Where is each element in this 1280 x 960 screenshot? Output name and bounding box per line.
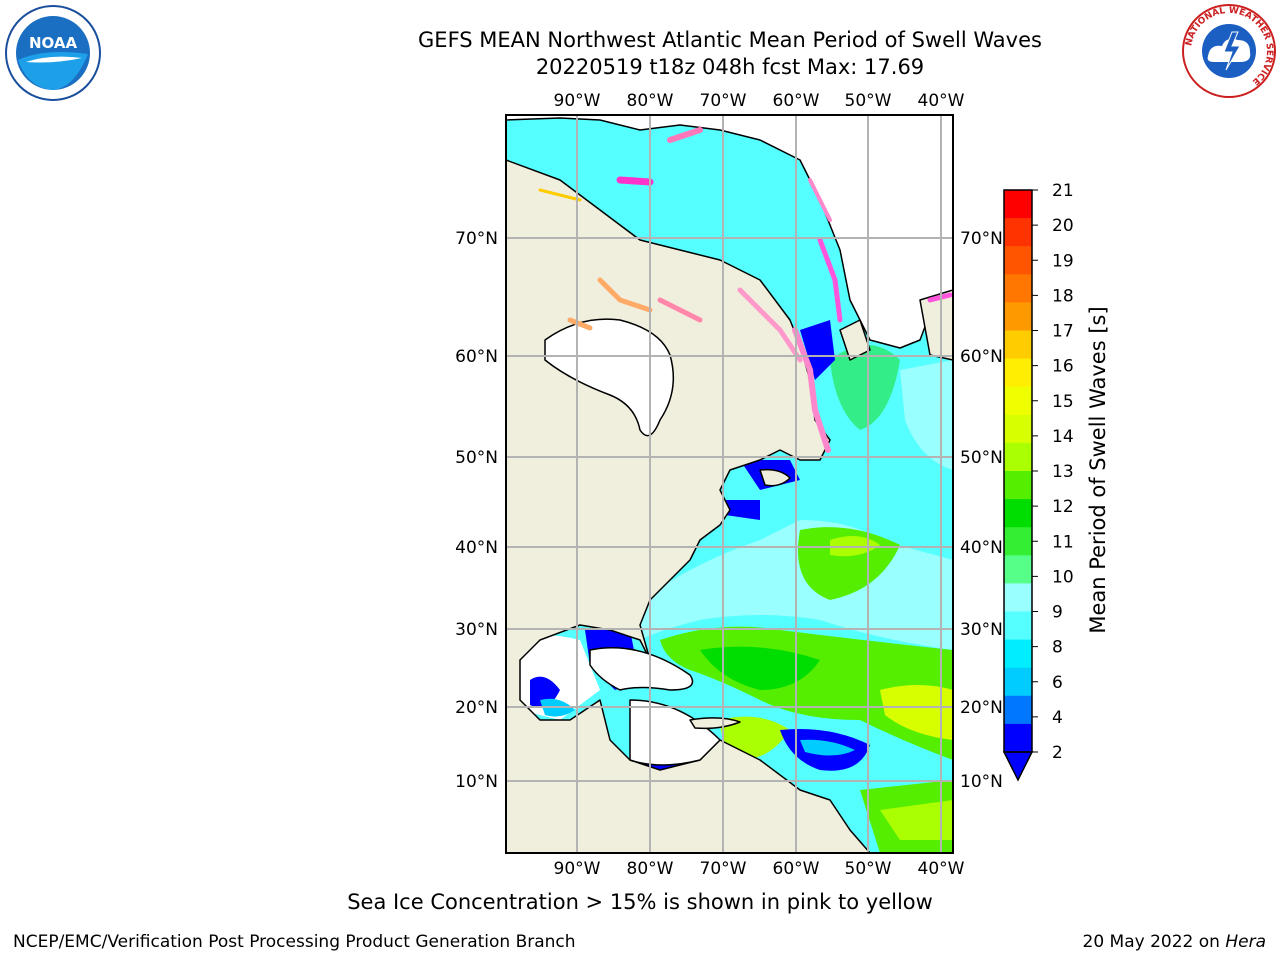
lon-label: 50°W bbox=[845, 91, 892, 111]
lon-labels-bottom: 90°W 80°W 70°W 60°W 50°W 40°W bbox=[554, 859, 965, 879]
lat-label: 30°N bbox=[455, 620, 498, 640]
lat-labels-left: 70°N 60°N 50°N 40°N 30°N 20°N 10°N bbox=[455, 229, 498, 792]
colorbar-segment bbox=[1004, 471, 1032, 500]
lon-label: 90°W bbox=[554, 91, 601, 111]
noaa-logo-icon: NOAA bbox=[5, 5, 101, 101]
colorbar-tick-label: 21 bbox=[1052, 181, 1074, 201]
nws-logo-icon: NATIONAL WEATHER SERVICE bbox=[1182, 4, 1276, 98]
lon-label: 70°W bbox=[700, 859, 747, 879]
footer-date-text: 20 May 2022 on bbox=[1082, 932, 1220, 952]
footer-host: Hera bbox=[1225, 932, 1266, 952]
lon-label: 50°W bbox=[845, 859, 892, 879]
lon-labels-top: 90°W 80°W 70°W 60°W 50°W 40°W bbox=[554, 91, 965, 111]
lat-label: 60°N bbox=[960, 347, 1003, 367]
lon-label: 60°W bbox=[773, 91, 820, 111]
graticule bbox=[506, 115, 953, 853]
noaa-logo-text: NOAA bbox=[29, 34, 78, 52]
colorbar-segment bbox=[1004, 639, 1032, 669]
colorbar-segment bbox=[1004, 667, 1032, 697]
colorbar-segment bbox=[1004, 583, 1032, 612]
lat-label: 20°N bbox=[960, 698, 1003, 718]
colorbar-tick-label: 2 bbox=[1052, 743, 1063, 763]
colorbar-segment bbox=[1004, 302, 1032, 331]
colorbar-tick-label: 11 bbox=[1052, 532, 1074, 552]
lon-label: 80°W bbox=[627, 91, 674, 111]
colorbar-tick-label: 18 bbox=[1052, 286, 1074, 306]
chart-title: GEFS MEAN Northwest Atlantic Mean Period… bbox=[418, 28, 1042, 52]
colorbar-tick-label: 6 bbox=[1052, 673, 1063, 693]
lat-label: 30°N bbox=[960, 620, 1003, 640]
colorbar-segment bbox=[1004, 246, 1032, 275]
lat-label: 20°N bbox=[455, 698, 498, 718]
lat-label: 40°N bbox=[455, 538, 498, 558]
colorbar-tick-label: 10 bbox=[1052, 567, 1074, 587]
lat-label: 50°N bbox=[455, 448, 498, 468]
lat-label: 70°N bbox=[455, 229, 498, 249]
lon-label: 70°W bbox=[700, 91, 747, 111]
colorbar-segment bbox=[1004, 274, 1032, 303]
sea-ice bbox=[538, 127, 953, 453]
colorbar-tick-label: 13 bbox=[1052, 462, 1074, 482]
colorbar-tick-label: 16 bbox=[1052, 357, 1074, 377]
lat-label: 10°N bbox=[455, 772, 498, 792]
colorbar-tick-label: 17 bbox=[1052, 322, 1074, 342]
colorbar-segment bbox=[1004, 190, 1032, 219]
colorbar-tick-label: 8 bbox=[1052, 638, 1063, 658]
colorbar-segment bbox=[1004, 555, 1032, 584]
colorbar-segment bbox=[1004, 499, 1032, 528]
colorbar-tick-label: 4 bbox=[1052, 708, 1063, 728]
lat-label: 40°N bbox=[960, 538, 1003, 558]
colorbar-tick-label: 12 bbox=[1052, 497, 1074, 517]
footer-credit: NCEP/EMC/Verification Post Processing Pr… bbox=[13, 932, 576, 952]
lon-label: 40°W bbox=[918, 859, 965, 879]
sea-ice-caption: Sea Ice Concentration > 15% is shown in … bbox=[347, 890, 933, 914]
lat-labels-right: 70°N 60°N 50°N 40°N 30°N 20°N 10°N bbox=[960, 229, 1003, 792]
lat-label: 70°N bbox=[960, 229, 1003, 249]
lon-label: 60°W bbox=[773, 859, 820, 879]
lon-label: 90°W bbox=[554, 859, 601, 879]
colorbar-extend-arrow bbox=[1002, 751, 1034, 782]
lon-label: 80°W bbox=[627, 859, 674, 879]
colorbar-tick-label: 20 bbox=[1052, 216, 1074, 236]
colorbar-segment bbox=[1004, 218, 1032, 247]
colorbar-segment bbox=[1004, 723, 1032, 753]
land-masses bbox=[506, 115, 953, 853]
colorbar-segment bbox=[1004, 527, 1032, 556]
colorbar-segment bbox=[1004, 442, 1032, 472]
footer-date: 20 May 2022 on Hera bbox=[1083, 932, 1267, 952]
lon-label: 40°W bbox=[918, 91, 965, 111]
colorbar-label: Mean Period of Swell Waves [s] bbox=[1086, 306, 1110, 633]
colorbar-segment bbox=[1004, 695, 1032, 725]
lat-label: 50°N bbox=[960, 448, 1003, 468]
colorbar-segment bbox=[1004, 611, 1032, 641]
lat-label: 10°N bbox=[960, 772, 1003, 792]
colorbar-tick-label: 9 bbox=[1052, 603, 1063, 623]
colorbar-tick-label: 14 bbox=[1052, 427, 1074, 447]
colorbar-ticks: 21 20 19 18 17 16 15 14 13 12 11 10 9 8 6 4 2 bbox=[1032, 181, 1074, 763]
lat-label: 60°N bbox=[455, 347, 498, 367]
colorbar bbox=[1002, 189, 1034, 782]
colorbar-tick-label: 19 bbox=[1052, 251, 1074, 271]
map-frame bbox=[505, 114, 954, 854]
colorbar-segment bbox=[1004, 414, 1032, 444]
colorbar-tick-label: 15 bbox=[1052, 392, 1074, 412]
colorbar-segment bbox=[1004, 358, 1032, 388]
colorbar-segment bbox=[1004, 386, 1032, 416]
chart-subtitle: 20220519 t18z 048h fcst Max: 17.69 bbox=[535, 55, 925, 79]
colorbar-segment bbox=[1004, 330, 1032, 360]
